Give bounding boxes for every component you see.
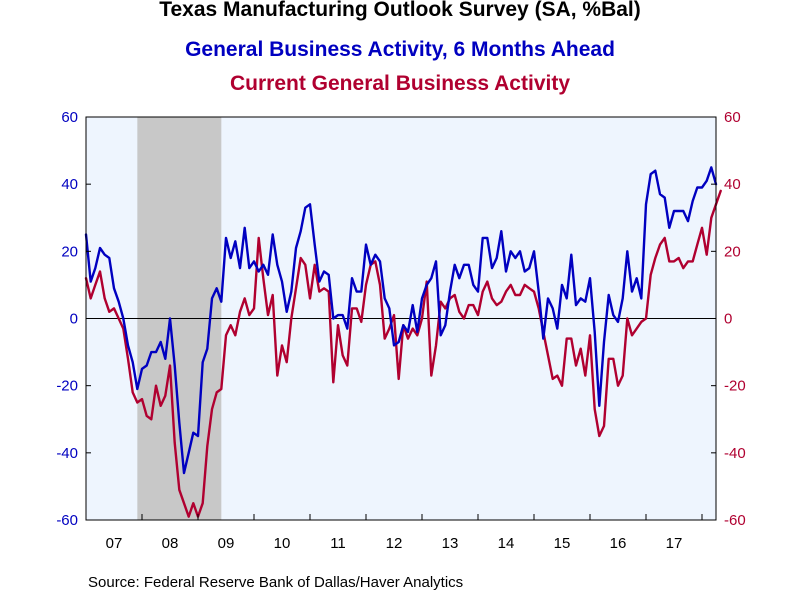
source-note: Source: Federal Reserve Bank of Dallas/H… (88, 574, 464, 591)
chart-title: Texas Manufacturing Outlook Survey (SA, … (159, 0, 641, 21)
left-tick-label: -20 (56, 378, 78, 395)
series-line-six-months-ahead (84, 166, 718, 475)
x-tick-label: 10 (274, 535, 291, 552)
x-tick-label: 13 (442, 535, 459, 552)
x-tick-label: 15 (554, 535, 571, 552)
left-tick-label: 40 (61, 176, 78, 193)
left-tick-label: 60 (61, 109, 78, 126)
x-tick-label: 14 (498, 535, 515, 552)
right-tick-label: -40 (724, 445, 746, 462)
right-tick-label: 20 (724, 243, 741, 260)
series-label-6-months-ahead: General Business Activity, 6 Months Ahea… (185, 38, 615, 61)
x-tick-label: 07 (106, 535, 123, 552)
right-tick-label: 0 (724, 311, 732, 328)
x-tick-label: 17 (666, 535, 683, 552)
right-tick-label: -20 (724, 378, 746, 395)
left-tick-label: -60 (56, 512, 78, 529)
series-label-current: Current General Business Activity (230, 72, 570, 95)
x-tick-label: 16 (610, 535, 627, 552)
left-tick-label: -40 (56, 445, 78, 462)
x-tick-label: 12 (386, 535, 403, 552)
x-tick-label: 09 (218, 535, 235, 552)
x-tick-label: 08 (162, 535, 179, 552)
right-tick-label: -60 (724, 512, 746, 529)
x-tick-label: 11 (330, 535, 346, 552)
left-tick-label: 20 (61, 243, 78, 260)
left-tick-label: 0 (70, 311, 78, 328)
right-tick-label: 40 (724, 176, 741, 193)
right-tick-label: 60 (724, 109, 741, 126)
